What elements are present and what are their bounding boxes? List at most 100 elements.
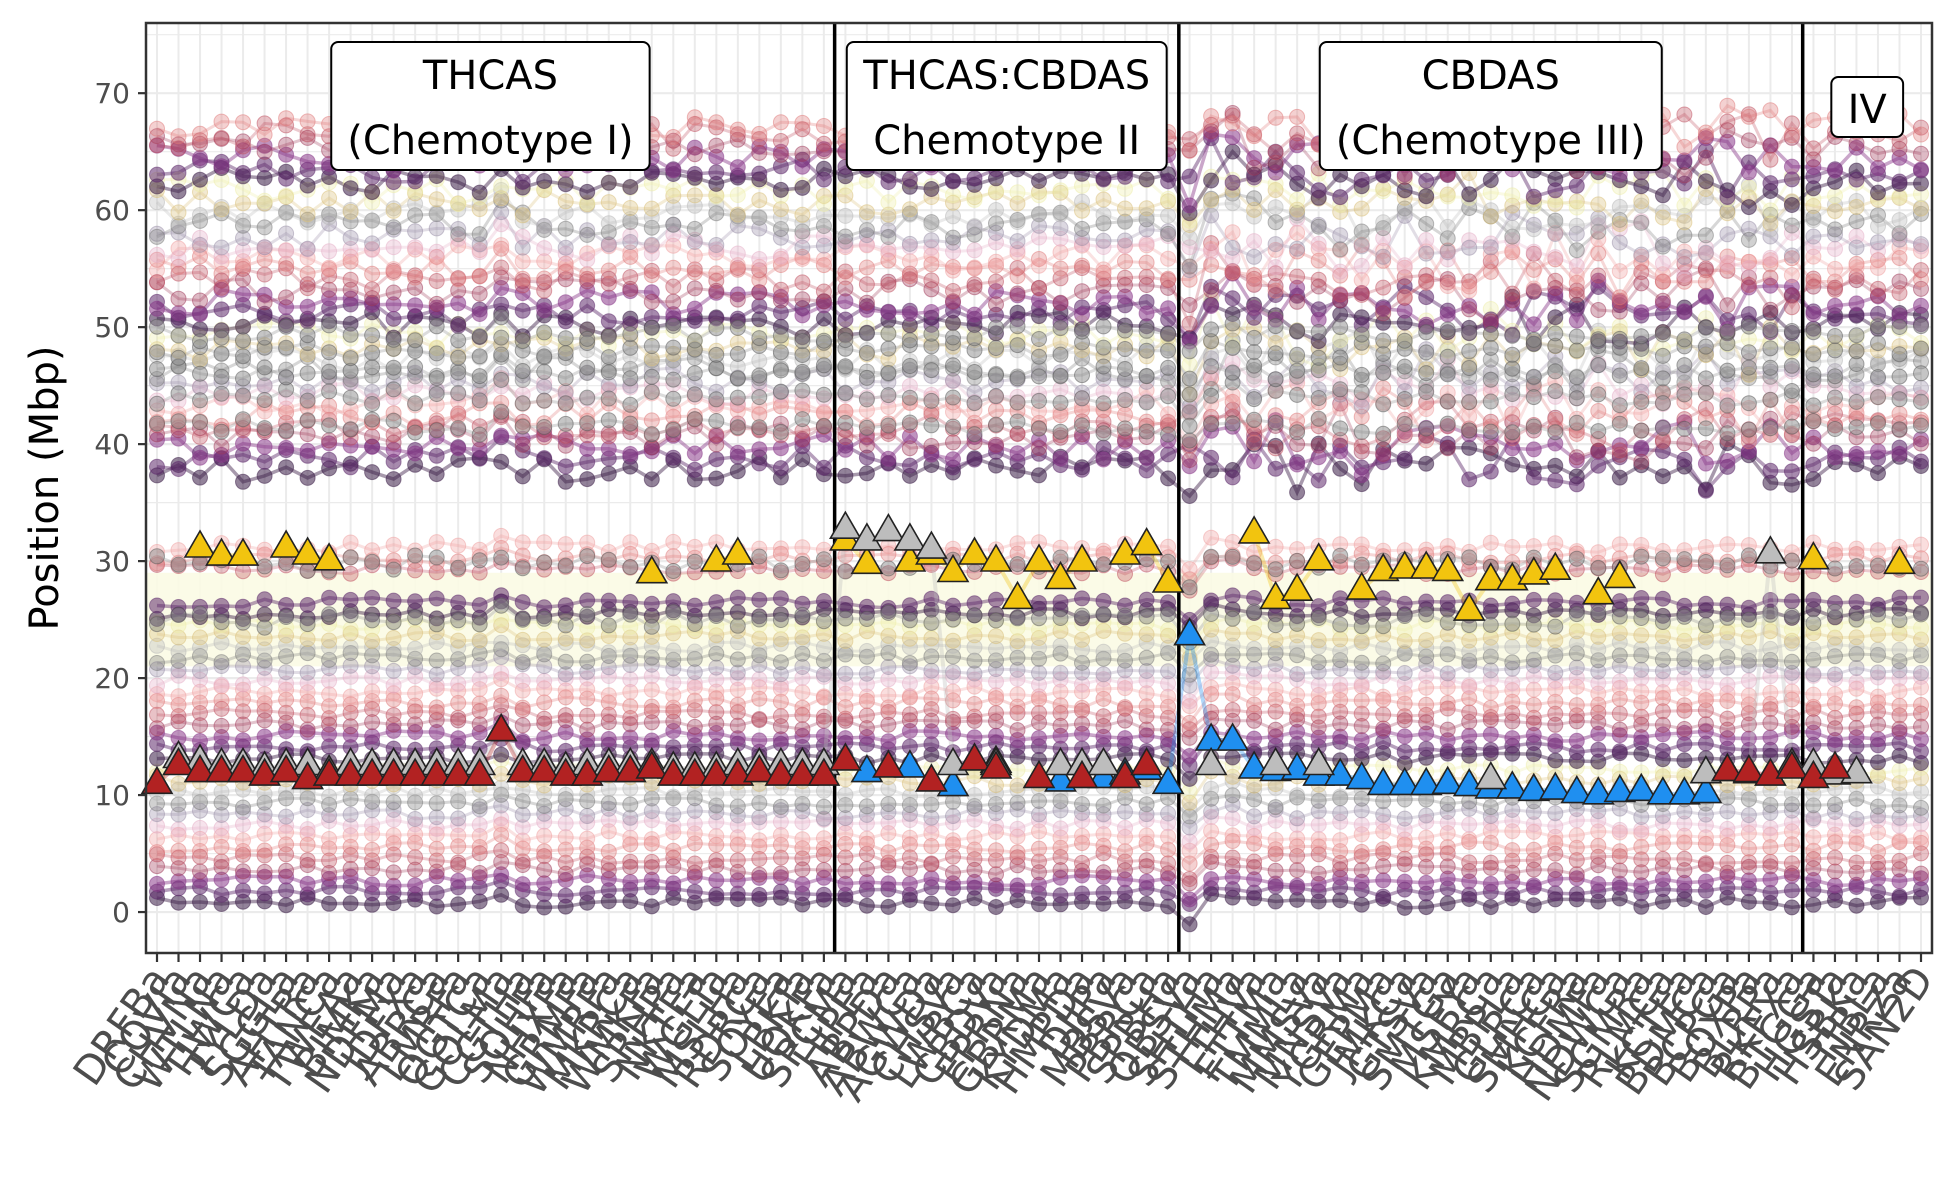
background-point — [1375, 640, 1392, 657]
background-point — [923, 438, 940, 454]
background-point — [923, 870, 940, 887]
background-point — [149, 875, 165, 892]
background-point — [1547, 871, 1564, 887]
background-point — [1913, 834, 1929, 851]
background-point — [1697, 829, 1714, 846]
background-point — [1504, 654, 1521, 671]
background-point — [1289, 862, 1306, 879]
background-point — [643, 853, 660, 870]
background-point — [1870, 688, 1886, 705]
background-point — [751, 630, 768, 647]
background-point — [1762, 839, 1779, 856]
background-point — [686, 280, 703, 297]
background-point — [1160, 898, 1177, 915]
background-point — [471, 671, 488, 687]
background-point — [1504, 730, 1521, 747]
background-point — [321, 281, 338, 298]
background-point — [364, 464, 381, 481]
background-point — [1525, 631, 1542, 648]
background-point — [342, 827, 359, 844]
background-point — [256, 686, 273, 703]
background-point — [751, 192, 768, 209]
background-point — [1181, 315, 1198, 332]
background-point — [1891, 817, 1908, 834]
background-point — [794, 274, 811, 291]
background-point — [149, 858, 165, 875]
background-point — [945, 208, 961, 225]
background-point — [643, 871, 660, 888]
background-point — [407, 269, 424, 286]
background-point — [1611, 848, 1628, 865]
background-point — [1482, 208, 1499, 225]
background-point — [1891, 697, 1908, 714]
background-point — [192, 843, 208, 859]
background-point — [1117, 843, 1133, 860]
background-point — [1633, 453, 1650, 470]
background-point — [1805, 435, 1822, 452]
background-point — [1289, 456, 1306, 473]
background-point — [858, 294, 875, 311]
background-point — [1031, 173, 1047, 189]
background-point — [407, 834, 424, 851]
background-point — [1568, 732, 1585, 749]
background-point — [815, 283, 832, 300]
background-point — [1848, 213, 1865, 230]
background-point — [988, 777, 1004, 794]
background-point — [213, 871, 230, 888]
background-point — [923, 216, 940, 233]
background-point — [536, 673, 553, 689]
background-point — [170, 461, 187, 477]
background-point — [428, 243, 445, 260]
background-point — [600, 855, 617, 872]
background-point — [493, 178, 510, 195]
background-point — [1181, 297, 1198, 313]
background-point — [278, 242, 295, 259]
background-point — [1719, 226, 1736, 243]
background-point — [471, 695, 488, 712]
background-point — [1289, 877, 1306, 894]
background-point — [1031, 467, 1047, 484]
background-point — [1891, 641, 1908, 658]
background-point — [1762, 640, 1779, 657]
background-point — [557, 800, 574, 817]
background-point — [235, 803, 251, 820]
background-point — [1870, 664, 1886, 681]
background-point — [256, 813, 273, 829]
background-point — [1117, 253, 1133, 270]
background-point — [1160, 622, 1177, 639]
background-point — [1203, 803, 1220, 820]
background-point — [149, 655, 165, 671]
background-point — [536, 450, 553, 467]
background-point — [579, 808, 596, 824]
background-point — [1740, 807, 1757, 824]
background-point — [1827, 709, 1843, 726]
background-point — [514, 672, 531, 689]
background-point — [1160, 190, 1177, 207]
background-point — [1633, 246, 1650, 263]
background-point — [1289, 484, 1306, 501]
background-point — [364, 235, 381, 252]
background-point — [1719, 676, 1736, 693]
background-point — [514, 436, 531, 453]
background-point — [858, 643, 875, 659]
background-point — [1353, 843, 1370, 860]
background-point — [1913, 697, 1929, 713]
background-point — [1697, 899, 1714, 915]
background-point — [665, 824, 682, 841]
background-point — [1418, 188, 1435, 205]
background-point — [149, 706, 165, 723]
background-point — [1740, 276, 1757, 293]
background-point — [407, 239, 424, 256]
background-point — [1095, 542, 1112, 559]
background-point — [213, 239, 230, 256]
background-point — [1181, 488, 1198, 504]
background-point — [751, 886, 768, 903]
background-point — [837, 810, 854, 827]
background-point — [901, 268, 918, 285]
background-point — [665, 216, 682, 233]
background-point — [622, 829, 639, 846]
background-point — [428, 840, 445, 857]
background-point — [321, 840, 338, 857]
background-point — [1396, 288, 1413, 305]
background-point — [1095, 864, 1112, 881]
